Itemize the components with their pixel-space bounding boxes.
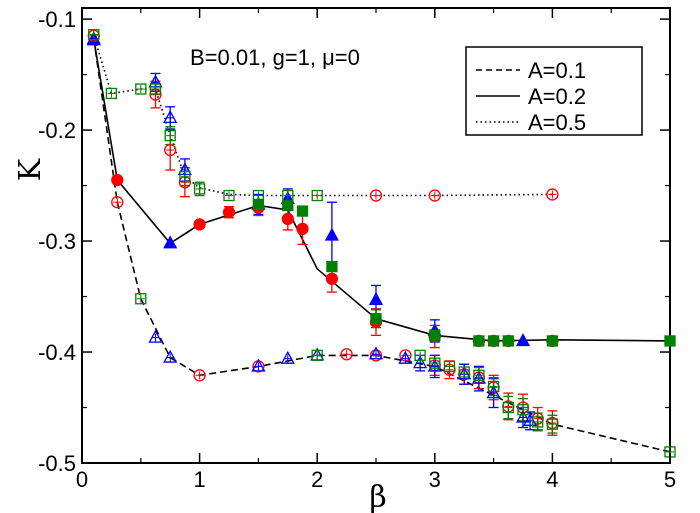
legend-label-3: A=0.5: [528, 110, 586, 135]
data-point-triangle-filled-blue: [368, 292, 384, 306]
data-point-square-open-plus-green: [487, 380, 500, 393]
data-point-triangle-open-plus-blue: [280, 350, 295, 364]
data-point-square-open-plus-green: [458, 366, 470, 378]
data-point-square-filled-green: [546, 335, 559, 347]
data-point-square-open-plus-green: [164, 129, 176, 142]
data-point-circle-open-plus-red: [546, 188, 559, 201]
y-axis-title: K: [13, 158, 48, 181]
x-tick-label: 3: [429, 467, 441, 492]
legend-box: [465, 46, 643, 136]
data-point-square-open-plus-green: [193, 183, 206, 195]
data-point-square-open-plus-green: [149, 83, 162, 95]
data-point-square-open-plus-green: [105, 87, 118, 100]
data-point-triangle-open-plus-blue: [368, 346, 384, 360]
legend-label-2: A=0.2: [528, 84, 586, 109]
data-point-triangle-filled-blue: [515, 333, 531, 347]
data-point-triangle-open-plus-blue: [163, 110, 178, 124]
data-point-square-open-plus-green: [135, 83, 147, 95]
data-point-circle-open-plus-red: [111, 196, 124, 209]
y-tick-label: -0.1: [38, 7, 76, 32]
y-tick-label: -0.3: [38, 229, 76, 254]
data-point-square-open-plus-green: [429, 357, 441, 369]
data-point-square-open-plus-green: [223, 189, 235, 202]
data-point-triangle-filled-blue: [163, 235, 178, 249]
data-point-square-filled-green: [473, 335, 485, 347]
data-point-circle-open-plus-red: [340, 348, 353, 361]
data-point-square-open-plus-green: [546, 418, 559, 430]
data-point-square-open-plus-green: [502, 401, 514, 414]
data-point-triangle-open-plus-blue: [398, 350, 413, 364]
data-point-square-filled-green: [296, 205, 309, 217]
data-point-circle-filled-red: [296, 222, 309, 235]
x-tick-label: 4: [546, 467, 558, 492]
data-point-triangle-open-plus-blue: [163, 349, 178, 363]
data-point-square-open-plus-green: [414, 349, 426, 362]
data-point-circle-filled-red: [281, 212, 294, 226]
data-point-circle-filled-red: [222, 206, 236, 219]
data-point-circle-filled-red: [111, 173, 124, 187]
data-point-square-filled-green: [370, 313, 382, 325]
x-tick-label: 5: [664, 467, 676, 492]
y-tick-label: -0.4: [38, 340, 76, 365]
data-point-square-filled-green: [664, 335, 676, 347]
y-tick-label: -0.5: [38, 451, 76, 476]
data-point-square-filled-green: [326, 260, 338, 273]
data-point-square-filled-green: [502, 335, 514, 347]
x-tick-label: 2: [311, 467, 323, 492]
data-point-square-open-plus-green: [473, 369, 485, 381]
x-tick-label: 1: [193, 467, 205, 492]
data-points: [86, 28, 676, 458]
data-point-square-open-plus-green: [179, 171, 191, 183]
data-point-square-open-plus-green: [532, 416, 544, 428]
data-point-circle-open-plus-red: [193, 369, 206, 382]
data-point-square-open-plus-green: [88, 28, 100, 41]
legend-label-1: A=0.1: [528, 58, 586, 83]
data-point-square-open-plus-green: [311, 189, 323, 202]
y-tick-label: -0.2: [38, 118, 76, 143]
data-point-circle-open-plus-red: [369, 189, 383, 202]
x-axis-title: β: [369, 480, 386, 513]
axes: 0 1 2 3 4 5 -0.5 -0.4 -0.3 -0.2 -0.1: [38, 7, 676, 492]
data-point-square-open-plus-green: [282, 189, 294, 202]
data-point-circle-open-plus-red: [164, 143, 177, 157]
data-point-square-open-plus-green: [311, 349, 323, 362]
data-point-square-filled-green: [429, 329, 441, 342]
data-point-square-open-plus-green: [252, 189, 265, 202]
data-point-triangle-filled-blue: [324, 227, 339, 241]
data-point-square-filled-green: [487, 335, 500, 347]
x-tick-label: 0: [76, 467, 88, 492]
data-point-circle-filled-red: [193, 218, 206, 231]
data-point-square-open-plus-green: [517, 404, 529, 416]
data-point-circle-open-plus-red: [428, 189, 441, 202]
data-point-triangle-open-plus-blue: [148, 329, 163, 343]
data-point-triangle-open-plus-blue: [251, 358, 266, 372]
parameter-annotation: B=0.01, g=1, μ=0: [190, 45, 360, 70]
data-point-square-open-plus-green: [443, 360, 456, 373]
data-point-square-open-plus-green: [135, 293, 147, 305]
data-point-circle-filled-red: [325, 272, 339, 285]
data-point-square-filled-green: [282, 199, 294, 212]
legend: A=0.1 A=0.2 A=0.5: [465, 46, 643, 136]
